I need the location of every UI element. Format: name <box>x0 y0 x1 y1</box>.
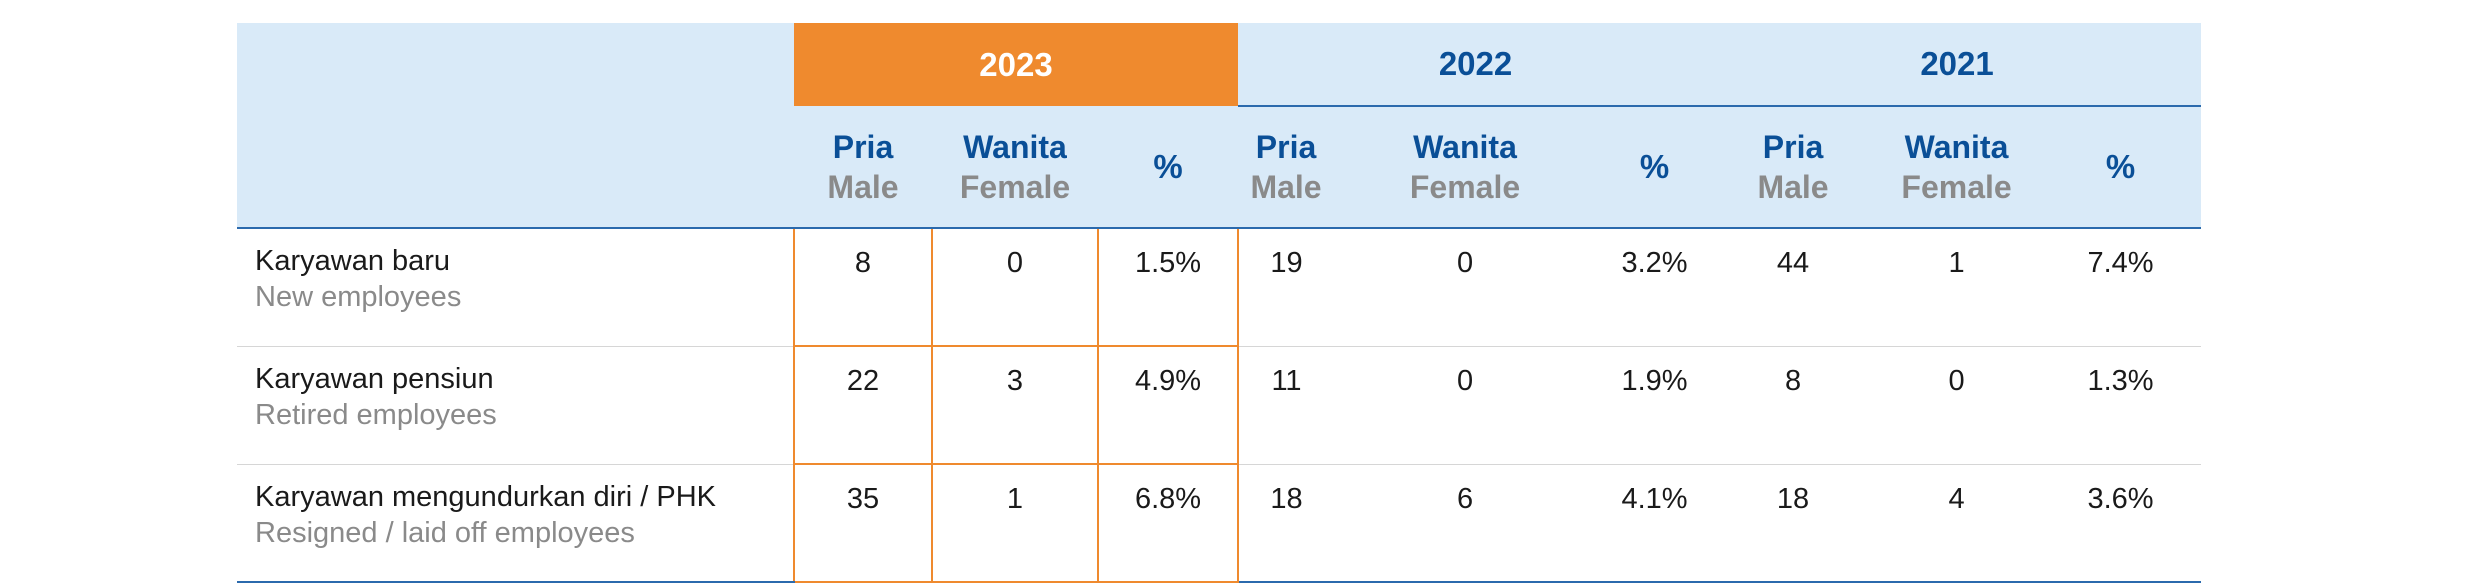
female-id-label: Wanita <box>963 128 1067 165</box>
female-id-label: Wanita <box>1904 129 2009 165</box>
cell-2022-female: 6 <box>1334 464 1597 583</box>
cell-2022-percent: 4.1% <box>1596 464 1714 583</box>
female-en-label: Female <box>1409 169 1521 205</box>
year-header-2021: 2021 <box>1713 23 2202 107</box>
subheader-percent-2023: % <box>1098 106 1239 229</box>
row-label-en: Retired employees <box>255 398 497 431</box>
row-label-id: Karyawan baru <box>255 245 451 277</box>
cell-2023-percent: 4.9% <box>1096 345 1240 465</box>
row-label-id: Karyawan pensiun <box>255 362 494 395</box>
cell-2022-percent: 3.2% <box>1596 228 1714 347</box>
subheader-row: Pria Male Wanita Female % Pria Male Wani… <box>237 106 2202 229</box>
cell-2022-male: 18 <box>1238 464 1335 583</box>
cell-2023-female: 3 <box>931 345 1099 465</box>
table-row-new-employees: Karyawan baru New employees 8 0 1.5% 19 … <box>237 227 2202 347</box>
percent-label: % <box>1153 147 1183 185</box>
cell-2021-female: 1 <box>1873 228 2041 347</box>
cell-2023-male: 22 <box>793 345 933 465</box>
row-label: Karyawan baru New employees <box>237 228 794 347</box>
subheader-male-2021: Pria Male <box>1713 106 1874 229</box>
cell-2023-male: 35 <box>793 463 933 583</box>
subheader-female-2021: Wanita Female <box>1873 106 2041 229</box>
cell-2023-female: 1 <box>931 463 1099 583</box>
year-header-2022: 2022 <box>1238 23 1714 107</box>
subheader-female-2022: Wanita Female <box>1334 106 1597 229</box>
table-row-retired-employees: Karyawan pensiun Retired employees 22 3 … <box>237 345 2202 465</box>
cell-2022-male: 11 <box>1238 346 1335 465</box>
cell-2021-percent: 3.6% <box>2040 464 2202 583</box>
subheader-percent-2021: % <box>2040 106 2202 229</box>
cell-2021-male: 18 <box>1713 464 1874 583</box>
female-en-label: Female <box>1901 169 2012 205</box>
cell-2023-male: 8 <box>793 227 933 347</box>
row-label-en: Resigned / laid off employees <box>255 516 635 549</box>
cell-2021-male: 8 <box>1713 346 1874 465</box>
male-en-label: Male <box>1757 169 1829 205</box>
percent-label: % <box>2105 148 2136 185</box>
cell-2023-percent: 1.5% <box>1096 227 1240 347</box>
cell-2021-female: 4 <box>1873 464 2041 583</box>
cell-2022-percent: 1.9% <box>1596 346 1714 465</box>
female-id-label: Wanita <box>1413 129 1517 165</box>
male-id-label: Pria <box>832 128 894 165</box>
employee-turnover-table: 2023 2022 2021 Pria Male Wanita Female %… <box>237 23 2202 583</box>
cell-2023-female: 0 <box>931 227 1099 347</box>
male-id-label: Pria <box>1762 129 1824 165</box>
male-id-label: Pria <box>1255 129 1317 165</box>
cell-2021-percent: 1.3% <box>2040 346 2202 465</box>
percent-label: % <box>1639 148 1670 185</box>
row-label: Karyawan pensiun Retired employees <box>237 346 794 465</box>
table-header: 2023 2022 2021 Pria Male Wanita Female %… <box>237 23 2202 229</box>
year-header-2023: 2023 <box>794 23 1239 106</box>
cell-2021-percent: 7.4% <box>2040 228 2202 347</box>
row-label-en: New employees <box>255 281 462 313</box>
subheader-percent-2022: % <box>1596 106 1714 229</box>
table-body: Karyawan baru New employees 8 0 1.5% 19 … <box>237 227 2202 583</box>
cell-2021-female: 0 <box>1873 346 2041 465</box>
cell-2021-male: 44 <box>1713 228 1874 347</box>
cell-2022-female: 0 <box>1334 346 1597 465</box>
cell-2022-male: 19 <box>1238 228 1335 347</box>
cell-2023-percent: 6.8% <box>1096 463 1240 583</box>
male-en-label: Male <box>827 168 899 205</box>
header-blank-cell <box>237 23 794 106</box>
cell-2022-female: 0 <box>1334 228 1597 347</box>
table-row-resigned-employees: Karyawan mengundurkan diri / PHK Resigne… <box>237 463 2202 583</box>
subheader-female-2023: Wanita Female <box>932 106 1098 229</box>
subheader-blank-cell <box>237 106 794 229</box>
male-en-label: Male <box>1250 169 1322 205</box>
row-label: Karyawan mengundurkan diri / PHK Resigne… <box>237 464 794 583</box>
row-label-id: Karyawan mengundurkan diri / PHK <box>255 480 717 513</box>
subheader-male-2023: Pria Male <box>794 106 932 229</box>
year-header-row: 2023 2022 2021 <box>237 23 2202 107</box>
subheader-male-2022: Pria Male <box>1238 106 1335 229</box>
female-en-label: Female <box>959 168 1071 205</box>
